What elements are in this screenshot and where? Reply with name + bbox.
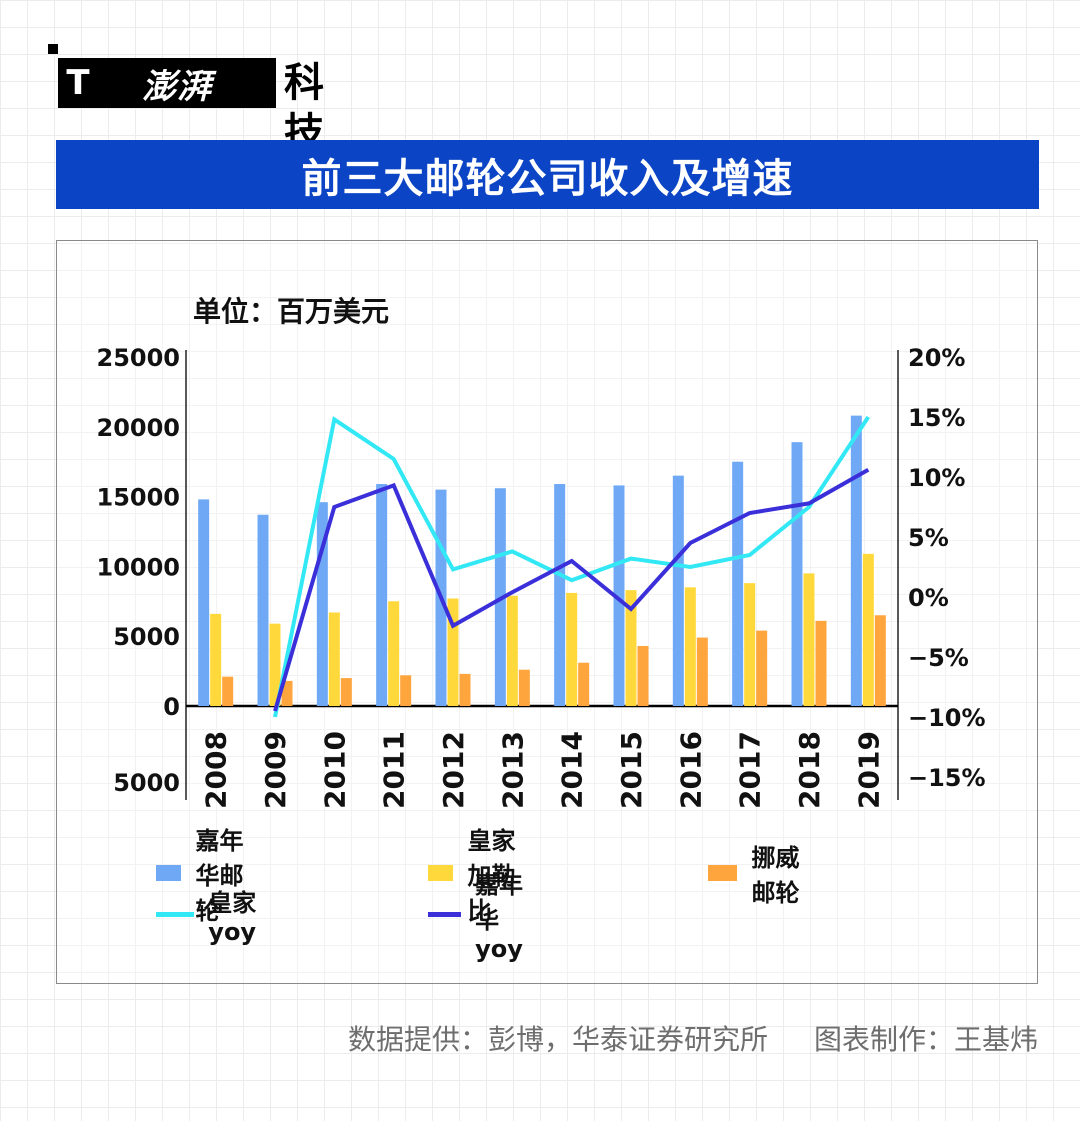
legend-item-royal-yoy: 皇家yoy [156,889,274,946]
bar-royal-2014 [566,592,578,706]
logo-dot [48,44,58,54]
source-line: 数据提供：彭博，华泰证券研究所 图表制作：王基炜 [348,1018,1038,1058]
bar-norwegian-2018 [815,620,827,706]
bar-royal-2011 [388,601,400,706]
logo-brand-name: 澎湃 [142,66,212,107]
y-right-tick-label: 10% [908,464,965,492]
y-left-tick-label: 5000 [113,769,180,797]
bar-carnival-2015 [613,485,625,706]
bar-carnival-2014 [554,484,566,706]
line-royal-yoy [273,415,870,718]
y-left-tick-label: 25000 [97,344,181,372]
x-tick-label: 2018 [793,731,826,809]
bar-norwegian-2014 [578,662,590,706]
bar-norwegian-2019 [874,615,886,706]
x-tick-label: 2013 [496,731,529,809]
bar-carnival-2016 [672,475,684,706]
line-carnival-yoy [273,468,870,712]
legend-swatch-carnival [156,865,182,881]
legend-swatch-royal [428,865,454,881]
bar-norwegian-2015 [637,645,649,706]
legend-line-royal-yoy [156,911,195,917]
x-tick-label: 2009 [259,731,292,809]
bar-norwegian-2009 [281,680,293,706]
legend-label-carnival: 嘉年华邮轮 [195,826,244,925]
chart-title: 前三大邮轮公司收入及增速 [56,140,1039,209]
x-tick-label: 2016 [674,731,707,809]
bar-carnival-2008 [198,499,210,706]
legend-label-norwegian: 挪威邮轮 [751,844,800,907]
logo-box: T 澎湃 [58,58,276,108]
bar-royal-2019 [862,553,874,706]
y-left-tick-label: 20000 [97,414,181,442]
logo-t: T [66,63,90,103]
bar-norwegian-2017 [756,630,768,706]
legend-item-norwegian: 挪威邮轮 [708,844,802,907]
legend-line-carnival-yoy [428,911,462,917]
legend-label-royal: 皇家加勒比 [467,826,516,925]
bar-norwegian-2013 [518,669,530,706]
y-left-tick-label: 0 [163,693,180,721]
y-right-tick-label: 20% [908,344,965,372]
y-left-tick-label: 10000 [97,553,181,581]
bar-royal-2018 [803,573,815,706]
bar-carnival-2019 [850,415,862,706]
bar-carnival-2017 [732,461,744,706]
data-source: 数据提供：彭博，华泰证券研究所 [347,1023,768,1056]
legend-label-carnival-yoy: 嘉年华yoy [475,871,524,963]
bar-royal-2010 [328,612,340,706]
legend-item-carnival: 嘉年华邮轮 [156,827,250,925]
x-tick-label: 2014 [556,731,589,809]
bar-royal-2013 [506,595,518,706]
x-tick-label: 2010 [318,731,351,809]
bar-royal-2015 [625,590,637,706]
x-tick-label: 2008 [200,731,233,809]
bar-norwegian-2008 [222,676,234,706]
x-tick-label: 2015 [615,731,648,809]
bar-royal-2017 [744,583,756,706]
unit-label: 单位：百万美元 [193,295,390,328]
bar-norwegian-2010 [340,678,352,706]
bar-royal-2008 [210,613,222,706]
bar-norwegian-2016 [696,637,708,706]
chart-author: 图表制作：王基炜 [813,1023,1038,1056]
bar-norwegian-2012 [459,673,471,706]
y-right-tick-label: 5% [908,524,949,552]
y-right-tick-label: 15% [908,404,965,432]
y-left-tick-label: 5000 [113,623,180,651]
bar-carnival-2009 [257,514,269,706]
bar-royal-2016 [684,587,696,706]
y-right-tick-label: 0% [908,584,949,612]
x-tick-label: 2011 [378,731,411,809]
legend-item-royal: 皇家加勒比 [428,827,522,925]
x-tick-label: 2012 [437,731,470,809]
bar-carnival-2018 [791,442,803,706]
y-right-tick-label: −5% [908,644,969,672]
bar-royal-2009 [269,623,281,706]
y-left-tick-label: 15000 [97,484,181,512]
bar-norwegian-2011 [400,675,412,706]
x-tick-label: 2017 [734,731,767,809]
legend-label-royal-yoy: 皇家yoy [208,888,257,946]
legend-item-carnival-yoy: 嘉年华yoy [428,871,546,963]
bar-carnival-2010 [316,502,328,706]
x-tick-label: 2019 [852,731,885,809]
y-right-tick-label: −10% [908,704,986,732]
y-right-tick-label: −15% [908,764,986,792]
bar-royal-2012 [447,598,459,706]
chart-frame [56,240,1038,984]
legend-swatch-norwegian [708,865,738,881]
bar-carnival-2011 [376,484,388,706]
